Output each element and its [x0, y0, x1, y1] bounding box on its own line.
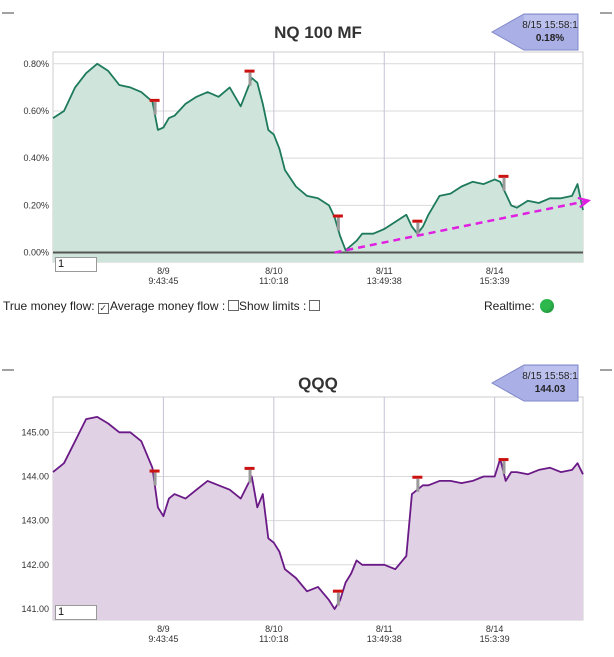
x-tick-label-time: 9:43:45 [148, 634, 178, 644]
y-tick-label: 141.00 [21, 604, 49, 614]
x-tick-label-date: 8/9 [157, 624, 170, 634]
event-marker-stem [248, 469, 252, 483]
event-marker-stem [416, 478, 420, 492]
x-tick-label-date: 8/14 [486, 266, 504, 276]
x-tick-label-date: 8/11 [376, 266, 393, 276]
trend-arrow-head [577, 196, 591, 209]
average-money-flow-label: Average money flow : [110, 299, 226, 313]
event-marker-flag [244, 69, 255, 73]
event-marker-stem [416, 222, 420, 236]
event-marker [498, 458, 509, 475]
x-tick-label-date: 8/14 [486, 624, 504, 634]
x-tick-label-date: 8/9 [157, 266, 170, 276]
realtime-control[interactable]: Realtime: [484, 298, 554, 314]
event-marker-flag [332, 214, 343, 218]
trend-arrow-line [334, 199, 589, 254]
x-tick-label-time: 15:3:39 [480, 276, 510, 286]
event-marker-stem [502, 177, 506, 191]
chart-title: NQ 100 MF [274, 23, 362, 42]
value-badge-highlight [524, 15, 577, 28]
event-marker-flag [332, 589, 343, 593]
event-marker [412, 475, 423, 492]
true-money-flow-control[interactable]: True money flow: ✓ [3, 298, 109, 314]
badge-date: 8/15 15:58:1 [522, 371, 578, 382]
x-tick-label-time: 15:3:39 [480, 634, 510, 644]
y-tick-label: 0.00% [23, 248, 49, 258]
event-marker-flag [412, 219, 423, 223]
event-marker-flag [412, 475, 423, 479]
event-marker [332, 214, 343, 231]
badge-value: 144.03 [535, 384, 566, 395]
value-badge-highlight [524, 366, 577, 379]
y-tick-label: 143.00 [21, 516, 49, 526]
series-area [53, 416, 583, 620]
event-marker-stem [153, 101, 157, 115]
x-tick-label-time: 11:0:18 [259, 276, 288, 286]
event-marker [244, 69, 255, 86]
event-marker-stem [248, 72, 252, 86]
y-tick-label: 0.80% [23, 59, 49, 69]
y-tick-label: 0.20% [23, 200, 49, 210]
show-limits-label: Show limits : [239, 299, 307, 313]
event-marker-stem [502, 461, 506, 475]
chart2-input[interactable]: 1 [55, 605, 97, 620]
y-tick-label: 0.40% [23, 153, 49, 163]
true-money-flow-label: True money flow: [3, 299, 95, 313]
value-badge: 8/15 15:58:1 144.03 [490, 364, 579, 402]
event-marker-stem [336, 217, 340, 231]
y-tick-label: 144.00 [21, 471, 49, 481]
event-marker [498, 174, 509, 191]
qqq-chart: QQQ 141.00 142.00 143.00 144.00 145.00 8/99:43… [2, 364, 612, 644]
average-money-flow-control[interactable]: Average money flow : [110, 298, 240, 314]
x-tick-label-date: 8/11 [376, 624, 393, 634]
x-tick-label-time: 13:49:38 [367, 634, 402, 644]
average-money-flow-checkbox[interactable] [228, 300, 240, 311]
y-tick-label: 142.00 [21, 560, 49, 570]
event-marker [332, 589, 343, 606]
event-marker-flag [498, 458, 509, 462]
event-marker-flag [149, 469, 160, 473]
true-money-flow-checkbox[interactable]: ✓ [97, 303, 109, 314]
event-marker [149, 98, 160, 115]
x-tick-label-time: 13:49:38 [367, 276, 402, 286]
event-marker-stem [153, 472, 157, 486]
chart1-input[interactable]: 1 [55, 257, 97, 272]
realtime-label: Realtime: [484, 299, 535, 313]
event-marker-flag [149, 98, 160, 102]
chart-title: QQQ [298, 374, 338, 393]
controls-row: True money flow: ✓ Average money flow : S… [3, 298, 611, 316]
event-marker [412, 219, 423, 236]
series-line [52, 62, 584, 252]
event-marker [244, 466, 255, 483]
y-tick-label: 145.00 [21, 427, 49, 437]
y-tick-label: 0.60% [23, 106, 49, 116]
x-tick-label-date: 8/10 [265, 266, 283, 276]
event-marker [149, 469, 160, 486]
realtime-status-icon[interactable] [539, 299, 554, 313]
x-tick-label-date: 8/10 [265, 624, 283, 634]
x-tick-label-time: 9:43:45 [148, 276, 178, 286]
value-badge: 8/15 15:58:1 0.18% [490, 13, 579, 51]
show-limits-control[interactable]: Show limits : [239, 298, 321, 314]
event-marker-flag [498, 174, 509, 178]
show-limits-checkbox[interactable] [309, 300, 321, 311]
series-line [52, 416, 584, 610]
badge-value: 0.18% [536, 33, 564, 44]
nq100-mf-chart: NQ 100 MF 0.00% 0.20% 0.40% 0.60% 0.80% 8/99:4… [2, 12, 612, 286]
event-marker-flag [244, 466, 255, 470]
badge-date: 8/15 15:58:1 [522, 20, 578, 31]
x-tick-label-time: 11:0:18 [259, 634, 288, 644]
series-area [53, 63, 583, 262]
event-marker-stem [336, 592, 340, 606]
